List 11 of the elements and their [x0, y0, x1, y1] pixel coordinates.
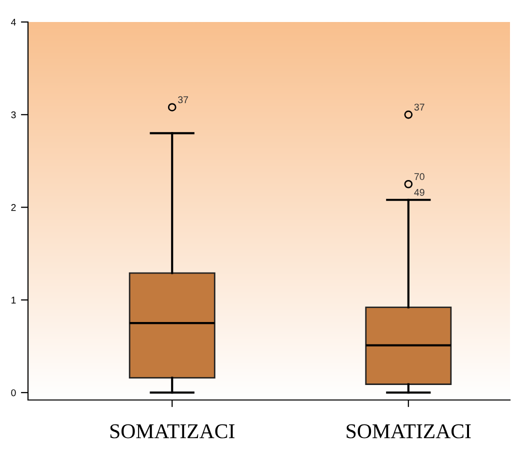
x-tick-label: SOMATIZACI: [346, 424, 471, 438]
annotation: 70: [414, 173, 424, 180]
y-tick-label: 1: [12, 296, 16, 304]
annotation: 37: [178, 96, 188, 104]
y-tick-label: 3: [11, 111, 16, 118]
annotation: 49: [414, 188, 424, 196]
y-tick-label: 0: [11, 389, 16, 396]
x-tick-label: SOMATIZACI: [110, 424, 234, 438]
annotation: 37: [414, 104, 424, 111]
y-tick-label: 4: [11, 18, 16, 26]
y-tick-label: 2: [11, 204, 16, 211]
